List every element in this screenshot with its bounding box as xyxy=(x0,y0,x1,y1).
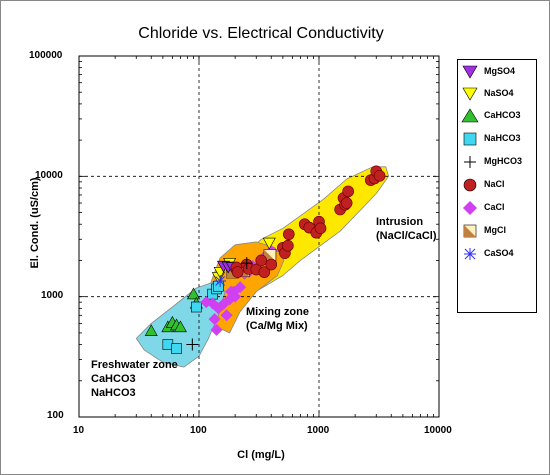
legend-label-nahco3: NaHCO3 xyxy=(484,133,521,143)
legend-item-cahco3: CaHCO3 xyxy=(458,106,536,126)
legend-item-cacl: CaCl xyxy=(458,198,536,218)
x-tick-label-1000: 1000 xyxy=(307,425,330,436)
point-nacl-20 xyxy=(340,197,353,209)
point-mghco3-0 xyxy=(186,338,199,351)
point-cacl-10 xyxy=(229,290,242,303)
naso4-triangle-down-icon xyxy=(462,87,478,101)
point-cacl-2 xyxy=(208,313,221,326)
point-cahco3-0 xyxy=(144,324,158,336)
point-caso4-0 xyxy=(214,274,227,287)
point-nacl-11 xyxy=(282,228,295,241)
legend-label-mghco3: MgHCO3 xyxy=(484,156,522,166)
point-cacl-3 xyxy=(210,323,223,336)
y-tick-label-10000: 10000 xyxy=(35,170,63,181)
x-tick-label-10: 10 xyxy=(73,425,85,436)
legend-label-nacl: NaCl xyxy=(484,179,505,189)
y-tick-label-1000: 1000 xyxy=(41,290,64,301)
zone-label-intrusion-line-1: Intrusion xyxy=(376,216,424,228)
point-mgcl-2-front xyxy=(263,249,276,262)
point-nacl-16 xyxy=(314,222,327,235)
legend-item-nahco3: NaHCO3 xyxy=(458,129,536,149)
legend-item-mgso4: MgSO4 xyxy=(458,62,536,82)
legend-label-mgso4: MgSO4 xyxy=(484,66,516,76)
y-tick-label-100: 100 xyxy=(47,410,64,421)
legend-item-mghco3: MgHCO3 xyxy=(458,152,536,172)
legend-item-mgcl: MgCl xyxy=(458,221,536,241)
x-axis-label: Cl (mg/L) xyxy=(237,449,285,461)
cahco3-triangle-up-icon xyxy=(461,108,479,123)
point-nacl-5 xyxy=(255,254,268,267)
legend-label-cacl: CaCl xyxy=(484,202,505,212)
zone-label-intrusion-line-2: (NaCl/CaCl) xyxy=(376,230,437,242)
legend-label-mgcl: MgCl xyxy=(484,225,506,235)
point-nacl-6 xyxy=(258,266,271,278)
point-cahco3-5 xyxy=(186,287,201,300)
zone-label-mixing-line-2: (Ca/Mg Mix) xyxy=(246,320,308,332)
mgcl-split-square-icon xyxy=(463,224,477,238)
point-cahco3-4 xyxy=(173,320,187,333)
legend-label-cahco3: CaHCO3 xyxy=(484,110,521,120)
zone-label-fresh-line-3: NaHCO3 xyxy=(91,387,136,399)
zone-label-fresh-line-1: Freshwater zone xyxy=(91,359,178,371)
point-nacl-21 xyxy=(342,185,354,198)
zone-label-mixing-line-1: Mixing zone xyxy=(246,306,309,318)
zone-label-intrusion: Intrusion (NaCl/CaCl) xyxy=(376,215,437,243)
nacl-circle-icon xyxy=(463,178,477,192)
legend-label-caso4: CaSO4 xyxy=(484,248,514,258)
point-mghco3-1 xyxy=(240,257,253,270)
chart-title: Chloride vs. Electrical Conductivity xyxy=(138,25,384,42)
x-tick-label-100: 100 xyxy=(190,425,207,436)
legend-item-caso4: CaSO4 xyxy=(458,244,536,264)
point-nahco3-2 xyxy=(191,301,202,313)
point-nacl-1 xyxy=(231,266,244,278)
point-nacl-10 xyxy=(282,239,294,252)
legend-item-nacl: NaCl xyxy=(458,175,536,195)
point-cacl-11 xyxy=(234,281,247,294)
point-naso4-4 xyxy=(262,237,276,250)
chart-legend: MgSO4 NaSO4 CaHCO3 NaHCO3 MgHCO3 NaCl Ca… xyxy=(457,59,537,313)
point-nahco3-1 xyxy=(171,343,182,354)
nahco3-square-icon xyxy=(463,132,477,146)
caso4-asterisk-icon xyxy=(464,248,476,260)
point-nacl-7 xyxy=(265,258,278,271)
legend-item-naso4: NaSO4 xyxy=(458,84,536,104)
zone-label-fresh-line-2: CaHCO3 xyxy=(91,373,136,385)
zone-label-mixing: Mixing zone (Ca/Mg Mix) xyxy=(246,305,309,333)
point-nacl-25 xyxy=(373,170,386,182)
zone-label-fresh: Freshwater zone CaHCO3 NaHCO3 xyxy=(91,358,178,400)
cacl-diamond-icon xyxy=(463,201,477,215)
y-tick-label-100000: 100000 xyxy=(29,50,63,61)
x-tick-label-10000: 10000 xyxy=(424,425,452,436)
mghco3-plus-icon xyxy=(464,156,476,168)
plot-border xyxy=(78,55,440,418)
mgso4-triangle-down-icon xyxy=(462,65,478,79)
point-cacl-6 xyxy=(220,309,233,322)
legend-label-naso4: NaSO4 xyxy=(484,88,514,98)
